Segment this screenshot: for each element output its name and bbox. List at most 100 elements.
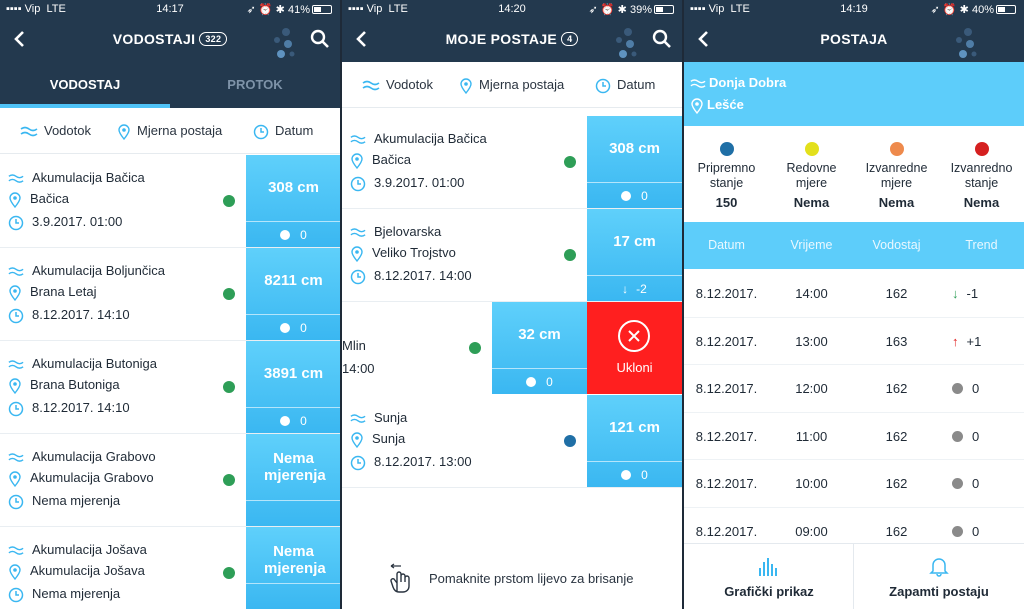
nav-bar: VODOSTAJI 322 [0, 18, 340, 62]
status-dot [564, 249, 576, 261]
trend-flat-icon [952, 478, 963, 489]
trend-dot-icon [621, 191, 632, 201]
river-name: Akumulacija Butoniga [32, 356, 158, 371]
level-label: mjere [880, 176, 913, 190]
clock-icon [350, 455, 366, 470]
clock-icon [253, 124, 269, 139]
filter-vodotok[interactable]: Vodotok [20, 108, 91, 154]
pin-icon [691, 97, 703, 114]
list-item-swiped[interactable]: Mlin 14:00 32 cm 0 Ukloni [342, 302, 682, 395]
trend: 0 [246, 314, 340, 340]
station-name: Sunja [372, 431, 406, 446]
cell-time: 10:00 [795, 476, 828, 491]
level-label: Izvanredne [865, 161, 928, 175]
pin-icon [351, 152, 363, 169]
carrier-info: ▪▪▪▪ Vip LTE [348, 3, 408, 15]
remove-button[interactable]: Ukloni [587, 302, 682, 394]
measure-date: 8.12.2017. 14:10 [32, 307, 130, 322]
swipe-hint: Pomaknite prstom lijevo za brisanje [342, 551, 682, 609]
trend-flat-icon [952, 525, 963, 537]
filter-bar: Vodotok Mjerna postaja Datum [0, 108, 340, 154]
list-item[interactable]: Akumulacija Jošava Akumulacija Jošava Ne… [0, 527, 340, 609]
clock-icon [8, 308, 24, 323]
station-name: Bačica [372, 152, 412, 167]
back-arrow-icon[interactable] [694, 29, 714, 49]
list-item[interactable]: Sunja Sunja 8.12.2017. 13:00 121 cm 0 [342, 395, 682, 488]
cell-time: 11:00 [795, 428, 828, 444]
clock-icon [350, 176, 366, 191]
remove-label: Ukloni [616, 360, 653, 375]
water-level: 121 cm [609, 419, 660, 436]
cell-date: 8.12.2017. [695, 333, 758, 349]
graph-button[interactable]: Grafički prikaz [684, 544, 854, 609]
battery-percent: 40% [971, 4, 994, 16]
filter-mjerna-postaja-label: Mjerna postaja [479, 77, 565, 92]
status-bar: ▪▪▪▪ Vip LTE 14:17 ➶ ⏰ ✱ 41% [0, 0, 340, 18]
station-name: Bačica [30, 191, 70, 206]
station-header: Donja Dobra Lešće [684, 62, 1024, 126]
filter-vodotok[interactable]: Vodotok [362, 62, 433, 108]
cell-level: 162 [885, 286, 908, 301]
trend: 0 [492, 368, 587, 394]
cell-trend: +1 [966, 333, 982, 349]
screen-postaja: ▪▪▪▪ Vip LTE 14:19 ➶ ⏰ ✱ 40% POSTAJA Don… [684, 0, 1024, 609]
filter-mjerna-postaja[interactable]: Mjerna postaja [459, 62, 564, 108]
filter-mjerna-postaja[interactable]: Mjerna postaja [117, 108, 222, 154]
cell-time: 12:00 [795, 381, 828, 396]
clock-icon [8, 401, 24, 416]
filter-datum[interactable]: Datum [253, 108, 313, 154]
trend: ↓ -2 [587, 275, 682, 301]
pin-icon [351, 431, 363, 448]
cell-time: 13:00 [795, 333, 828, 349]
level-dot-icon [889, 142, 904, 156]
measure-date: 3.9.2017. 01:00 [374, 175, 465, 190]
station-name: Akumulacija Jošava [30, 563, 145, 578]
screen-vodostaji: ▪▪▪▪ Vip LTE 14:17 ➶ ⏰ ✱ 41% VODOSTAJI 32… [0, 0, 340, 609]
tab-protok[interactable]: PROTOK [227, 77, 283, 92]
pin-icon [9, 470, 21, 487]
waves-icon [8, 173, 24, 183]
clock-icon [8, 494, 24, 509]
list-item[interactable]: Bjelovarska Veliko Trojstvo 8.12.2017. 1… [342, 209, 682, 302]
measure-date: 8.12.2017. 14:00 [374, 268, 472, 283]
bottom-bar: Grafički prikaz Zapamti postaju [684, 543, 1024, 609]
list-item[interactable]: Akumulacija Bačica Bačica 3.9.2017. 01:0… [0, 155, 340, 248]
logo-dots-icon [274, 28, 295, 58]
level-label: stanje [709, 176, 744, 190]
cell-trend: 0 [972, 381, 980, 396]
list-item[interactable]: Akumulacija Boljunčica Brana Letaj 8.12.… [0, 248, 340, 341]
waves-icon [350, 227, 366, 237]
save-station-button[interactable]: Zapamti postaju [854, 544, 1024, 609]
list-item[interactable]: Akumulacija Grabovo Akumulacija Grabovo … [0, 434, 340, 527]
cell-trend: 0 [972, 428, 980, 444]
station-name: Brana Letaj [30, 284, 97, 299]
filter-datum[interactable]: Datum [595, 62, 655, 108]
cell-trend: 0 [972, 523, 980, 539]
table-row: 8.12.2017. 11:00 162 0 [684, 413, 1024, 460]
level-dot-icon [974, 142, 989, 156]
water-level: Nema mjerenja [264, 450, 326, 484]
trend: 0 [246, 407, 340, 433]
table-row: 8.12.2017. 13:00 163 ↑ +1 [684, 318, 1024, 365]
battery-icon [996, 5, 1016, 14]
value-box: 3891 cm 0 [246, 341, 340, 433]
clock-icon [8, 587, 24, 602]
search-icon[interactable] [652, 29, 672, 49]
battery-info: ➶ ⏰ ✱ 40% [931, 3, 1016, 16]
filter-datum-label: Datum [617, 77, 656, 92]
search-icon[interactable] [310, 29, 330, 49]
tab-vodostaj[interactable]: VODOSTAJ [0, 62, 170, 108]
river-name: Sunja [374, 410, 408, 425]
back-arrow-icon[interactable] [352, 29, 372, 49]
waves-icon [350, 134, 366, 144]
value-box: 121 cm 0 [587, 395, 682, 487]
level-label: stanje [964, 176, 999, 190]
measure-date: 8.12.2017. 13:00 [374, 454, 472, 469]
battery-icon [312, 5, 332, 14]
list-item[interactable]: Akumulacija Butoniga Brana Butoniga 8.12… [0, 341, 340, 434]
back-arrow-icon[interactable] [10, 29, 30, 49]
battery-info: ➶ ⏰ ✱ 39% [589, 3, 674, 16]
alert-levels: Pripremno stanje 150 Redovne mjere Nema Izva… [684, 126, 1024, 222]
list-item[interactable]: Akumulacija Bačica Bačica 3.9.2017. 01:0… [342, 116, 682, 209]
count-badge: 4 [561, 32, 579, 46]
